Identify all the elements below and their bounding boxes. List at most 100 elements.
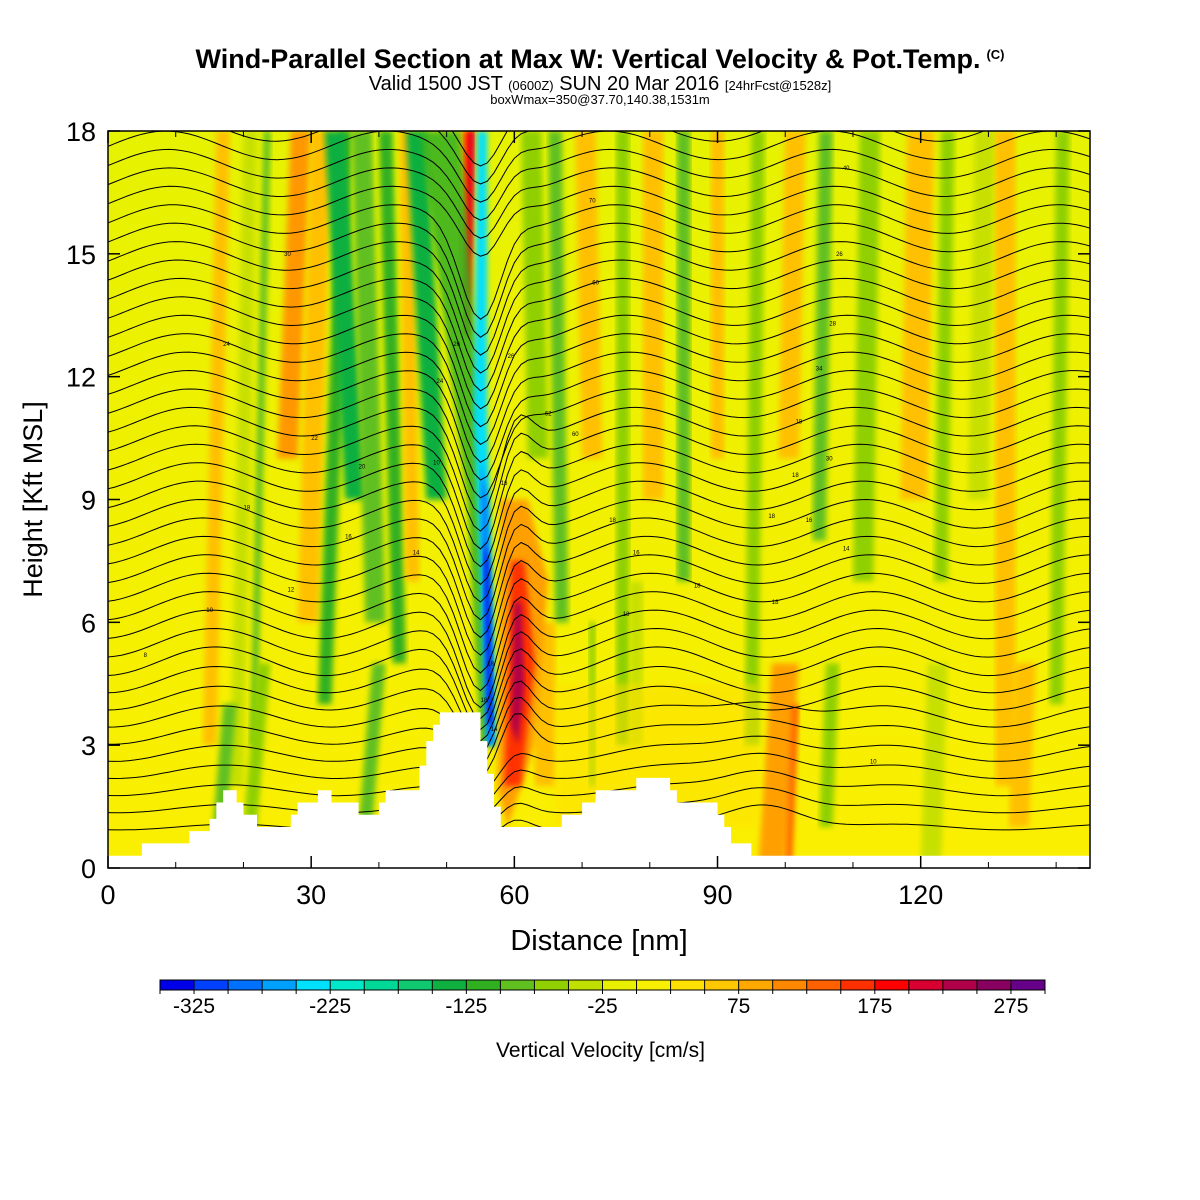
colorbar-swatch-15: [670, 980, 705, 990]
theta-line-12: [108, 591, 1090, 692]
w-band-23: [934, 131, 955, 582]
contour-label-33: 28: [829, 321, 836, 327]
y-tick-label-4: 12: [66, 363, 96, 393]
downdraft-mid: [473, 131, 498, 746]
colorbar-tick-label-5: 175: [857, 995, 892, 1018]
w-band-29: [358, 663, 386, 828]
contour-label-10: 24: [223, 342, 230, 348]
theta-line-21: [108, 425, 1090, 532]
theta-line-31: [108, 241, 1090, 356]
colorbar-swatch-21: [874, 980, 910, 990]
velocity-field: 8 10 12 14 16 18 10 20 22 24 24 26 26 30 60 70 62 60 16 18 1…: [108, 131, 1090, 868]
w-band-14: [615, 131, 630, 746]
theta-line-33: [108, 204, 1090, 320]
x-tick-label-0: 0: [100, 880, 115, 910]
colorbar-swatch-11: [534, 980, 569, 990]
contour-label-7: 20: [359, 465, 366, 471]
colorbar: -325 -225 -125 -25 75 175 275 Vertical Velocity…: [159, 979, 1046, 1062]
colorbar-swatch-14: [636, 980, 671, 990]
downdraft-outer: [419, 131, 495, 746]
colorbar-tick-label-1: -225: [309, 995, 351, 1018]
theta-line-32: [108, 222, 1090, 338]
contour-label-4: 16: [345, 534, 352, 540]
colorbar-tick-label-0: -325: [173, 995, 215, 1018]
contour-label-20: 16: [633, 551, 640, 557]
contour-label-9: 24: [437, 379, 444, 385]
contour-label-3: 14: [413, 551, 420, 557]
w-band-4: [297, 131, 332, 623]
chart-title-text: Wind-Parallel Section at Max W: Vertical…: [195, 44, 981, 74]
contour-label-21: 18: [623, 612, 630, 618]
w-band-7: [351, 131, 386, 623]
w-band-26: [1049, 131, 1070, 705]
contour-label-2: 12: [288, 588, 295, 594]
colorbar-swatch-1: [194, 980, 229, 990]
colorbar-swatch-3: [262, 980, 297, 990]
contour-label-1: 10: [206, 608, 213, 614]
w-band-1: [229, 131, 257, 787]
theta-line-28: [108, 296, 1090, 410]
w-band-35: [819, 663, 840, 828]
y-tick-label-5: 15: [66, 240, 96, 270]
contour-label-28: 16: [806, 518, 813, 524]
x-tick-label-2: 60: [499, 880, 529, 910]
theta-line-19: [108, 462, 1090, 568]
contour-label-25: 18: [694, 583, 701, 589]
colorbar-swatch-20: [840, 980, 876, 990]
w-band-20: [812, 131, 833, 541]
theta-line-11: [108, 609, 1090, 709]
colorbar-swatch-4: [296, 980, 331, 990]
chart-title: Wind-Parallel Section at Max W: Vertical…: [0, 44, 1200, 75]
colorbar-swatch-16: [704, 980, 739, 990]
theta-line-10: [108, 627, 1090, 720]
contour-label-27: 18: [768, 514, 775, 520]
theta-line-35: [108, 167, 1090, 239]
box-wmax-line: boxWmax=350@37.70,140.38,1531m: [490, 92, 710, 107]
contour-label-35: 40: [843, 166, 850, 172]
w-band-19: [778, 131, 806, 459]
y-axis-label: Height [Kft MSL]: [18, 401, 48, 598]
colorbar-swatch-8: [432, 980, 467, 990]
x-tick-label-1: 30: [296, 880, 326, 910]
colorbar-swatch-10: [500, 980, 535, 990]
contour-label-18: 16: [501, 481, 508, 487]
colorbar-swatch-22: [908, 980, 944, 990]
contour-label-12: 26: [508, 354, 515, 360]
contour-label-16: 62: [545, 412, 552, 418]
contour-label-29: 18: [792, 473, 799, 479]
theta-line-13: [108, 572, 1090, 674]
valid-prefix: Valid 1500 JST: [368, 73, 503, 95]
theta-line-30: [108, 259, 1090, 374]
w-band-10: [405, 131, 447, 500]
w-band-36: [920, 663, 948, 868]
colorbar-swatch-18: [772, 980, 808, 990]
theta-line-38: [228, 131, 985, 185]
y-tick-label-3: 9: [81, 486, 96, 516]
contour-label-30: 30: [826, 457, 833, 463]
theta-line-9: [108, 646, 1090, 731]
w-band-12: [548, 131, 569, 623]
theta-line-7: [108, 680, 1090, 754]
w-band-13: [575, 131, 603, 459]
contour-label-31: 18: [795, 420, 802, 426]
y-tick-label-2: 6: [81, 608, 96, 638]
updraft-core: [510, 601, 525, 746]
w-band-16: [676, 131, 691, 582]
colorbar-tick-label-6: 275: [993, 995, 1028, 1018]
theta-line-23: [108, 388, 1090, 499]
w-band-6: [324, 131, 366, 500]
theta-line-36: [108, 148, 1090, 221]
contour-label-34: 26: [836, 252, 843, 258]
contour-label-13: 30: [284, 252, 291, 258]
contour-label-5: 18: [243, 506, 250, 512]
contour-label-0: 8: [144, 653, 148, 659]
theta-line-27: [108, 314, 1090, 428]
contour-label-8: 22: [311, 436, 318, 442]
contour-label-32: 34: [816, 366, 823, 372]
colorbar-swatch-19: [806, 980, 842, 990]
y-tick-label-0: 0: [81, 854, 96, 884]
colorbar-swatch-7: [398, 980, 433, 990]
w-band-22: [900, 131, 935, 500]
colorbar-swatch-5: [330, 980, 365, 990]
x-axis-label: Distance [nm]: [510, 925, 687, 957]
